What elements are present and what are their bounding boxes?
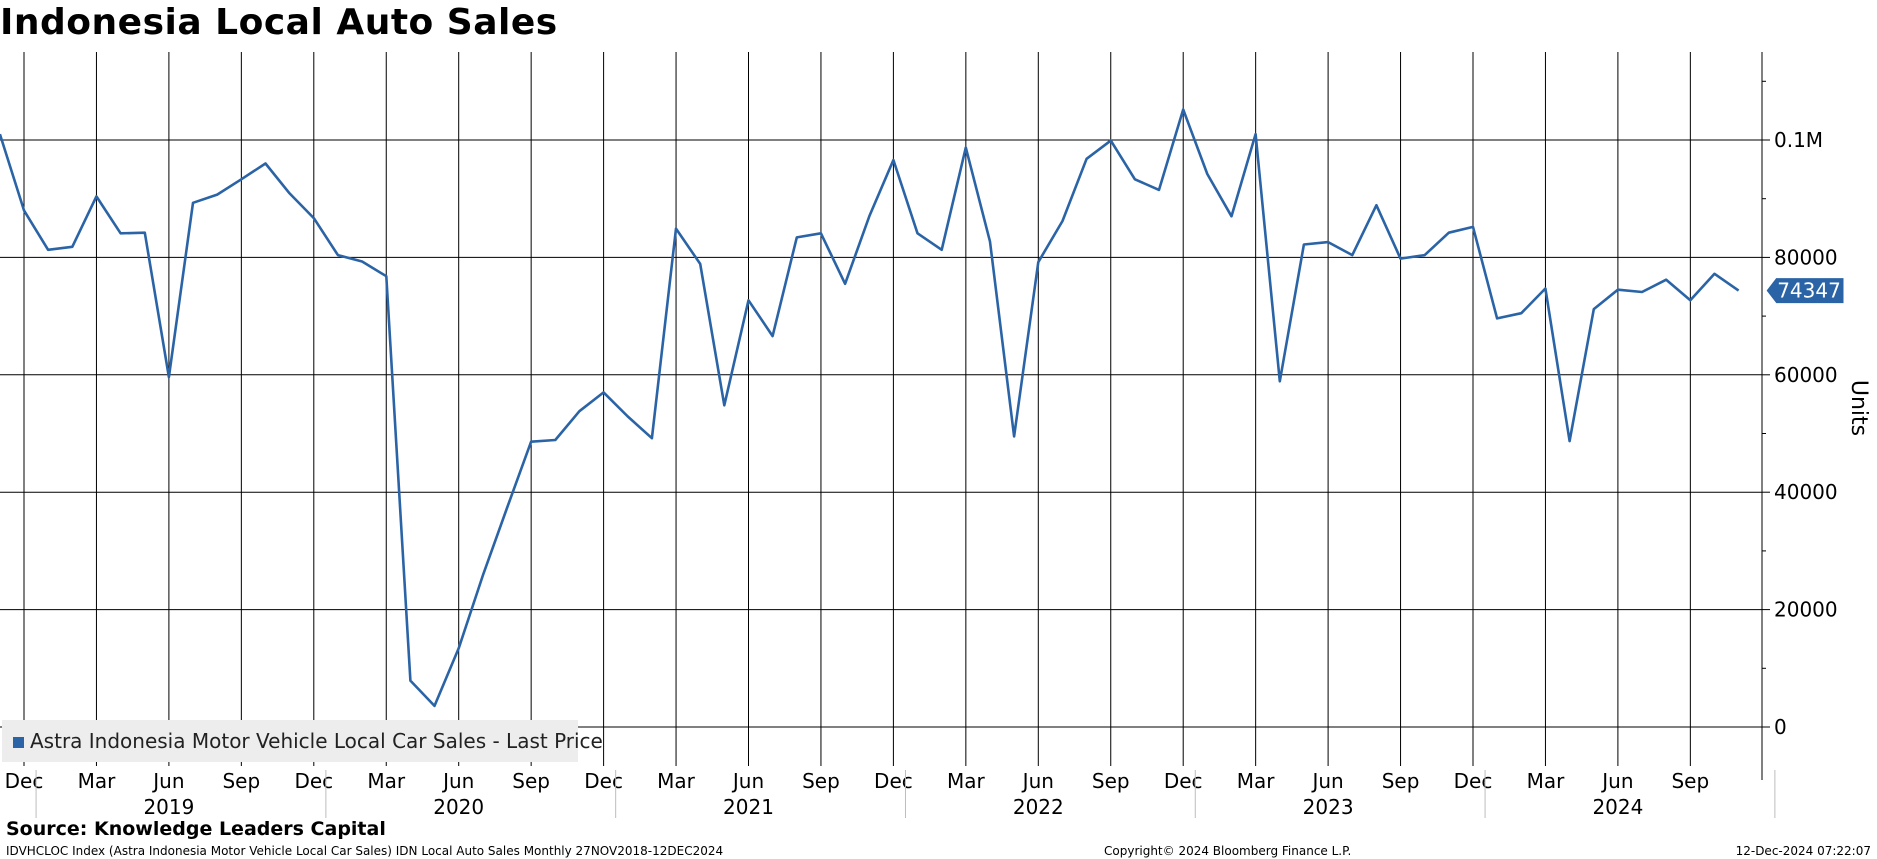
x-tick-label: Jun [1310, 769, 1343, 793]
x-tick-label: Mar [1527, 769, 1566, 793]
vertical-gridlines [23, 52, 1763, 780]
last-value-marker: 74347 [1765, 277, 1845, 305]
last-value-badge [1765, 277, 1845, 305]
footer-source: Source: Knowledge Leaders Capital [6, 818, 386, 840]
x-tick-label: Jun [441, 769, 474, 793]
y-tick-label: 60000 [1774, 363, 1838, 387]
x-tick-label: Dec [294, 769, 333, 793]
footer-copyright: Copyright© 2024 Bloomberg Finance L.P. [1104, 844, 1352, 858]
x-tick-label: Dec [5, 769, 44, 793]
y-axis-ticks: 0 20000 40000 60000 80000 0.1M [1762, 80, 1838, 739]
x-tick-label: Sep [222, 769, 260, 793]
x-tick-label: Dec [584, 769, 623, 793]
x-tick-label: Mar [1237, 769, 1276, 793]
x-tick-label: Jun [731, 769, 764, 793]
x-tick-label: Sep [1092, 769, 1130, 793]
horizontal-gridlines [0, 139, 1762, 728]
footer-description: IDVHCLOC Index (Astra Indonesia Motor Ve… [6, 844, 724, 858]
x-tick-label: Mar [78, 769, 117, 793]
chart-title: Indonesia Local Auto Sales [0, 2, 558, 43]
y-tick-label: 20000 [1774, 598, 1838, 622]
x-year-label: 2019 [143, 795, 194, 819]
x-year-label: 2020 [433, 795, 484, 819]
x-tick-label: Sep [1382, 769, 1420, 793]
legend: Astra Indonesia Motor Vehicle Local Car … [2, 720, 603, 762]
legend-label: Astra Indonesia Motor Vehicle Local Car … [30, 729, 603, 753]
x-tick-label: Dec [874, 769, 913, 793]
legend-swatch [13, 737, 24, 748]
x-year-label: 2023 [1303, 795, 1354, 819]
x-tick-label: Jun [151, 769, 184, 793]
y-tick-label: 40000 [1774, 480, 1838, 504]
y-axis-label: Units [1846, 380, 1871, 436]
series-line [0, 108, 1740, 708]
y-tick-label: 0 [1774, 715, 1787, 739]
x-tick-label: Jun [1600, 769, 1633, 793]
series-group [0, 108, 1740, 708]
x-tick-label: Sep [802, 769, 840, 793]
y-tick-label: 0.1M [1774, 128, 1823, 152]
x-tick-label: Mar [947, 769, 986, 793]
x-tick-label: Dec [1164, 769, 1203, 793]
footer-timestamp: 12-Dec-2024 07:22:07 [1735, 844, 1871, 858]
x-year-label: 2022 [1013, 795, 1064, 819]
x-year-label: 2024 [1592, 795, 1643, 819]
x-tick-label: Mar [657, 769, 696, 793]
x-axis-ticks: Dec Mar Jun Sep Dec Mar Jun Sep Dec Mar Jun Sep Dec M… [5, 769, 1776, 819]
x-tick-label: Sep [1671, 769, 1709, 793]
x-year-label: 2021 [723, 795, 774, 819]
x-tick-label: Sep [512, 769, 550, 793]
x-tick-label: Dec [1454, 769, 1493, 793]
last-value-label: 74347 [1777, 279, 1841, 303]
x-tick-label: Jun [1021, 769, 1054, 793]
y-tick-label: 80000 [1774, 245, 1838, 269]
x-tick-label: Mar [367, 769, 406, 793]
